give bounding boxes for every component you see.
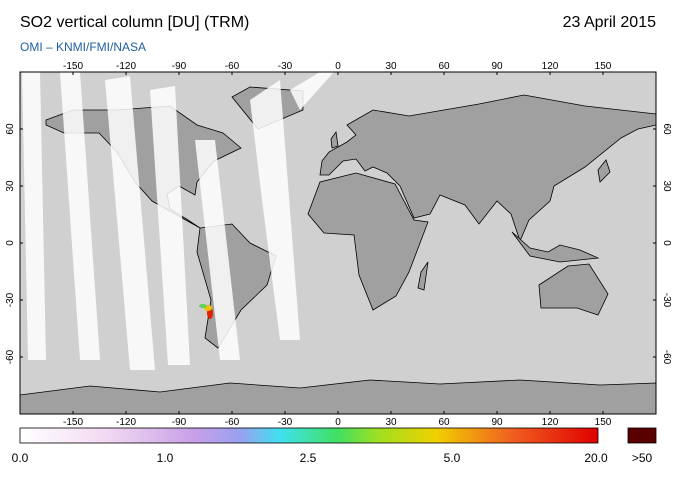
lat-label: 30 [5, 180, 16, 192]
lon-label: -150 [63, 417, 83, 428]
lon-label: -60 [225, 417, 240, 428]
madagascar [417, 261, 429, 291]
lon-label: 0 [335, 61, 341, 72]
colorbar-label: >50 [632, 451, 653, 465]
lat-label: 60 [5, 123, 16, 135]
colorbar-label: 0.0 [12, 451, 29, 465]
lon-label: -60 [225, 61, 240, 72]
lon-label: 90 [491, 417, 503, 428]
graticule-labels: -150 -150 -120 -120 -90 -90 -60 -60 -30 -30 0 0 30 30… [5, 61, 672, 428]
australia [538, 263, 609, 316]
lon-label: -30 [278, 417, 293, 428]
map [20, 72, 656, 414]
lat-label: -60 [661, 350, 672, 365]
lon-label: 90 [491, 61, 503, 72]
lon-label: 60 [438, 61, 450, 72]
lon-label: -90 [172, 417, 187, 428]
source: OMI – KNMI/FMI/NASA [20, 40, 146, 54]
colorbar-label: 1.0 [157, 451, 174, 465]
lon-label: -90 [172, 61, 187, 72]
title: SO2 vertical column [DU] (TRM) [20, 14, 249, 31]
lat-label: 0 [661, 240, 672, 246]
indonesia [511, 231, 600, 263]
lat-label: 60 [661, 123, 672, 135]
lat-label: -30 [661, 293, 672, 308]
lat-label: -60 [5, 349, 16, 364]
lon-label: 150 [595, 417, 612, 428]
colorbar-label: 20.0 [584, 451, 608, 465]
lon-label: -30 [278, 61, 293, 72]
lon-label: 120 [542, 61, 559, 72]
lon-label: 30 [385, 417, 397, 428]
lon-label: 30 [385, 61, 397, 72]
lon-label: 0 [335, 417, 341, 428]
eurasia [319, 94, 656, 243]
lon-label: 150 [595, 61, 612, 72]
lat-label: 0 [5, 240, 16, 246]
colorbar [19, 427, 599, 444]
british-isles [330, 130, 339, 149]
orbit-swaths [22, 72, 334, 370]
colorbar-label: 5.0 [444, 451, 461, 465]
lon-label: -150 [63, 61, 83, 72]
lon-label: -120 [116, 61, 136, 72]
land [20, 86, 656, 414]
colorbar-label: 2.5 [300, 451, 317, 465]
lon-label: -120 [116, 417, 136, 428]
date: 23 April 2015 [563, 14, 657, 31]
antarctica [20, 379, 656, 414]
volcano-plume [199, 304, 213, 319]
colorbar-overflow [627, 427, 657, 444]
lat-label: -30 [5, 292, 16, 307]
lon-label: 120 [542, 417, 559, 428]
japan [597, 159, 611, 183]
lat-label: 30 [661, 180, 672, 192]
lon-label: 60 [438, 417, 450, 428]
africa [307, 172, 429, 311]
